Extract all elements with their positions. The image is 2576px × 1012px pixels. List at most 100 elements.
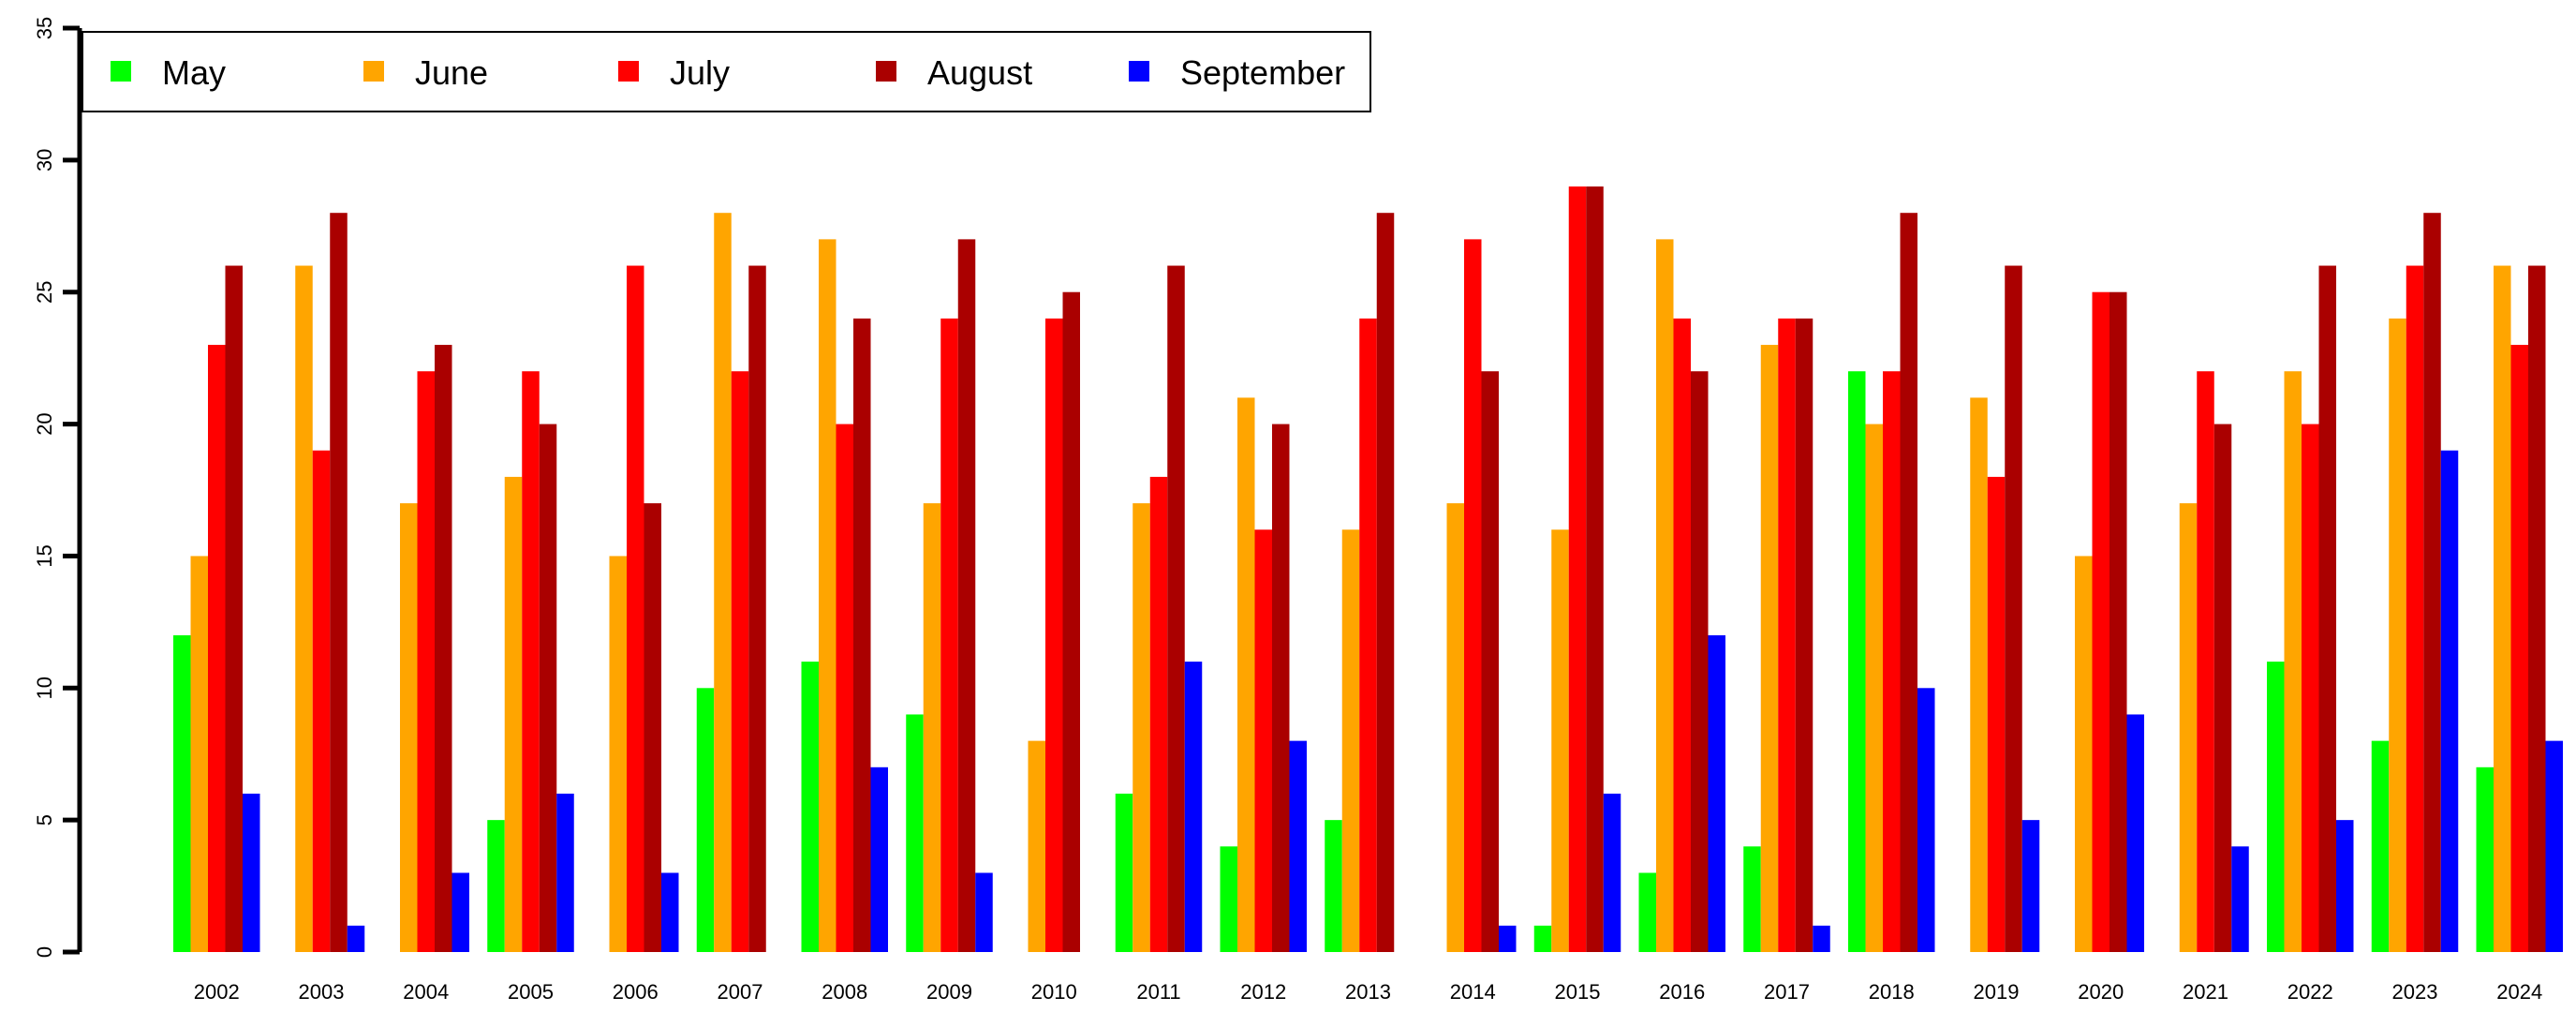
- bar-june-2018: [1865, 424, 1883, 952]
- bar-august-2007: [748, 265, 766, 952]
- x-tick-label-2021: 2021: [2183, 980, 2228, 1004]
- bar-group-2016: [1638, 239, 1725, 953]
- legend-label: July: [670, 53, 730, 92]
- bar-may-2012: [1220, 846, 1237, 952]
- bar-june-2004: [400, 503, 418, 952]
- bar-july-2011: [1149, 476, 1168, 952]
- x-tick-label-2020: 2020: [2078, 980, 2124, 1004]
- legend-item-july: July: [618, 53, 730, 92]
- bar-july-2006: [627, 265, 644, 952]
- bar-september-2005: [556, 793, 574, 952]
- bar-group-2003: [295, 213, 365, 952]
- bar-may-2009: [906, 714, 924, 952]
- bar-july-2015: [1568, 186, 1587, 952]
- bar-group-2006: [609, 265, 679, 952]
- bar-group-2017: [1743, 318, 1830, 952]
- bar-group-2014: [1446, 239, 1517, 953]
- bar-group-2004: [400, 345, 469, 953]
- bar-group-2020: [2075, 291, 2144, 953]
- x-tick-label-2024: 2024: [2496, 980, 2542, 1004]
- bar-july-2018: [1883, 371, 1901, 953]
- bar-july-2016: [1673, 318, 1691, 952]
- bar-may-2016: [1638, 872, 1656, 952]
- bar-august-2019: [2005, 265, 2022, 952]
- legend-item-june: June: [363, 53, 488, 92]
- bar-september-2019: [2021, 820, 2040, 952]
- bar-august-2003: [330, 213, 348, 952]
- bar-september-2016: [1708, 634, 1725, 952]
- bar-june-2008: [819, 239, 836, 952]
- bar-august-2010: [1062, 291, 1080, 953]
- legend-swatch: [1129, 61, 1149, 82]
- bar-september-2022: [2336, 820, 2354, 952]
- bar-july-2003: [312, 450, 331, 952]
- y-axis: 0 5 10 15 20 25 30 35: [33, 17, 82, 958]
- bar-june-2002: [190, 556, 208, 952]
- bar-july-2019: [1987, 476, 2006, 952]
- bar-august-2002: [225, 265, 243, 952]
- bar-september-2015: [1603, 793, 1621, 952]
- bar-june-2006: [609, 556, 627, 952]
- bar-june-2012: [1237, 397, 1255, 952]
- bar-may-2002: [173, 634, 191, 952]
- bar-july-2008: [836, 424, 853, 952]
- bar-july-2014: [1464, 239, 1482, 952]
- x-tick-label-2023: 2023: [2392, 980, 2438, 1004]
- bar-group-2008: [801, 239, 888, 952]
- y-tick-label: 10: [33, 677, 56, 699]
- bar-september-2006: [661, 872, 679, 952]
- bar-june-2016: [1656, 239, 1674, 952]
- bar-may-2017: [1743, 846, 1761, 952]
- bar-july-2004: [417, 371, 435, 953]
- bar-may-2018: [1848, 371, 1866, 953]
- y-tick-label: 0: [33, 946, 56, 958]
- bar-group-2010: [1028, 291, 1080, 953]
- x-tick-label-2016: 2016: [1659, 980, 1705, 1004]
- bar-september-2011: [1184, 662, 1203, 952]
- y-tick-label: 25: [33, 280, 56, 303]
- x-tick-label-2004: 2004: [403, 980, 449, 1004]
- bar-june-2023: [2389, 318, 2406, 952]
- y-tick-label: 20: [33, 412, 56, 435]
- x-axis-labels: 2002 2003 2004 2005 2006 2007 2008 2009 2010 2011…: [194, 980, 2542, 1004]
- bar-july-2005: [522, 371, 540, 953]
- bar-july-2009: [940, 318, 958, 952]
- legend-swatch: [111, 61, 131, 82]
- bar-july-2022: [2302, 424, 2319, 952]
- x-tick-label-2014: 2014: [1450, 980, 1496, 1004]
- x-tick-label-2006: 2006: [613, 980, 659, 1004]
- y-tick-label: 30: [33, 149, 56, 171]
- legend-item-may: May: [111, 53, 226, 92]
- bar-june-2003: [295, 265, 313, 952]
- bar-august-2020: [2110, 291, 2127, 953]
- bar-may-2007: [696, 688, 715, 952]
- x-tick-label-2005: 2005: [508, 980, 554, 1004]
- x-tick-label-2003: 2003: [299, 980, 345, 1004]
- bar-august-2012: [1272, 424, 1290, 952]
- bar-may-2011: [1115, 793, 1133, 952]
- bar-july-2020: [2092, 291, 2110, 953]
- bar-july-2021: [2197, 371, 2214, 953]
- bar-july-2007: [731, 371, 749, 953]
- bar-group-2021: [2179, 371, 2249, 953]
- bar-july-2002: [208, 345, 226, 952]
- bar-may-2013: [1325, 820, 1342, 952]
- bar-september-2002: [243, 793, 260, 952]
- bar-july-2024: [2510, 345, 2528, 952]
- y-tick-label: 5: [33, 814, 56, 826]
- bar-august-2022: [2318, 265, 2336, 952]
- bar-may-2015: [1533, 925, 1552, 952]
- x-tick-label-2022: 2022: [2287, 980, 2333, 1004]
- bar-september-2023: [2440, 450, 2459, 952]
- bar-june-2011: [1133, 503, 1150, 952]
- legend-label: May: [162, 53, 226, 92]
- x-tick-label-2013: 2013: [1345, 980, 1391, 1004]
- bar-june-2009: [923, 503, 941, 952]
- bar-september-2021: [2231, 846, 2249, 952]
- x-tick-label-2019: 2019: [1974, 980, 2020, 1004]
- bar-june-2022: [2284, 371, 2302, 953]
- bar-group-2023: [2371, 213, 2459, 952]
- x-tick-label-2008: 2008: [822, 980, 867, 1004]
- legend-box: [81, 31, 1371, 112]
